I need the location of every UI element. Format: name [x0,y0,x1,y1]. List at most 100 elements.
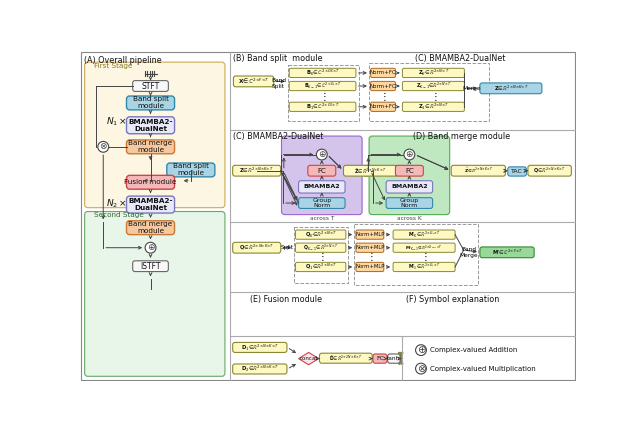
Circle shape [404,149,415,160]
Text: $\mathbf{Q}_1\!\in\!\mathbb{R}^{2\!\times\! N\!\times\! T}$: $\mathbf{Q}_1\!\in\!\mathbb{R}^{2\!\time… [305,262,337,272]
Text: $\vdots$: $\vdots$ [317,250,324,264]
FancyBboxPatch shape [371,68,396,77]
Circle shape [98,141,109,152]
Text: Second Stage: Second Stage [94,212,144,218]
Text: Complex-valued Addition: Complex-valued Addition [430,347,518,353]
Text: $\mathbf{Z}_1\!\in\!\mathbb{R}^{2\!\times\! N\!\times\! T}$: $\mathbf{Z}_1\!\in\!\mathbb{R}^{2\!\time… [418,102,449,112]
Text: BMAMBA2: BMAMBA2 [303,184,340,189]
Circle shape [316,149,327,160]
FancyBboxPatch shape [451,165,506,176]
Text: Band
Merge: Band Merge [460,247,478,258]
FancyBboxPatch shape [282,136,362,214]
Text: ⊕: ⊕ [417,345,426,355]
Text: ⊗: ⊗ [417,364,426,374]
Text: Norm+MLP: Norm+MLP [355,245,385,250]
Text: $\hat{\mathbf{Z}}\!\in\!\mathbb{R}^{2\!\times\! N\!\times\! K\!\times\! T}$: $\hat{\mathbf{Z}}\!\in\!\mathbb{R}^{2\!\… [355,166,387,175]
Text: (E) Fusion module: (E) Fusion module [250,295,323,304]
Text: FC: FC [317,168,326,174]
Text: $\mathbf{Z}\!\in\!\mathbb{R}^{2\!\times\! N\!\times\! K\!\times\! T}$: $\mathbf{Z}\!\in\!\mathbb{R}^{2\!\times\… [239,166,274,175]
Text: $\mathbf{M}'\!\in\!\mathbb{C}^{2\!\times\! F\!\times\! T}$: $\mathbf{M}'\!\in\!\mathbb{C}^{2\!\times… [492,248,522,257]
FancyBboxPatch shape [127,140,175,154]
FancyBboxPatch shape [233,364,287,374]
Polygon shape [298,352,319,365]
FancyBboxPatch shape [344,165,397,176]
FancyBboxPatch shape [308,165,336,176]
FancyBboxPatch shape [167,163,215,177]
FancyBboxPatch shape [396,165,423,176]
Text: ⊕: ⊕ [147,243,154,252]
Text: $\vdots$: $\vdots$ [429,90,437,103]
FancyBboxPatch shape [403,102,465,111]
FancyBboxPatch shape [393,262,455,272]
Text: $\vdots$: $\vdots$ [380,90,387,103]
FancyBboxPatch shape [356,243,384,253]
FancyBboxPatch shape [480,83,542,94]
Text: ISTFT: ISTFT [140,262,161,270]
FancyBboxPatch shape [234,76,274,87]
FancyBboxPatch shape [127,196,175,213]
FancyBboxPatch shape [127,117,175,134]
Text: ⊗: ⊗ [99,143,107,152]
FancyBboxPatch shape [369,136,450,214]
Text: ⊕: ⊕ [318,150,326,159]
Bar [355,224,478,285]
Text: $\mathbf{D}_2\!\in\!\mathbb{R}^{2\!\times\! N\!\times\! K\!\times\! T}$: $\mathbf{D}_2\!\in\!\mathbb{R}^{2\!\time… [241,364,278,374]
Text: $\hat{\mathbf{D}}\!\in\!\mathbb{R}^{2\!\times\! 2N\!\times\! K\!\times\! T}$: $\hat{\mathbf{D}}\!\in\!\mathbb{R}^{2\!\… [329,354,362,363]
Circle shape [145,242,156,253]
Text: Norm+MLP: Norm+MLP [355,232,385,237]
FancyBboxPatch shape [289,81,356,91]
FancyBboxPatch shape [289,102,356,111]
FancyBboxPatch shape [356,262,384,272]
Text: (C) BMAMBA2-DualNet: (C) BMAMBA2-DualNet [233,132,323,141]
Text: Split: Split [280,245,293,250]
Text: FC: FC [376,356,384,361]
Text: (F) Symbol explanation: (F) Symbol explanation [406,295,499,304]
Text: $\hat{\hat{\mathbf{Z}}}\!\in\!\mathbb{R}^{2\!\times\! N\!\times\! K\!\times\! T}: $\hat{\hat{\mathbf{Z}}}\!\in\!\mathbb{R}… [464,166,493,175]
Text: Band merge
module: Band merge module [129,140,173,153]
Text: $\mathbf{Z}_K\!\in\!\mathbb{R}^{2\!\times\! N\!\times\! T}$: $\mathbf{Z}_K\!\in\!\mathbb{R}^{2\!\time… [418,68,449,78]
FancyBboxPatch shape [296,262,346,272]
FancyBboxPatch shape [373,354,387,363]
Text: $\vdots$: $\vdots$ [366,250,374,264]
Text: $\vdots$: $\vdots$ [420,250,428,264]
Text: $\vdots$: $\vdots$ [319,90,326,103]
FancyBboxPatch shape [393,230,455,239]
Text: FC: FC [405,168,413,174]
FancyBboxPatch shape [233,342,287,352]
Text: $\mathbf{M}'_K\!\in\!\mathbb{R}^{2\!\times\! G_K\!\times\! T}$: $\mathbf{M}'_K\!\in\!\mathbb{R}^{2\!\tim… [408,229,440,240]
FancyBboxPatch shape [319,353,372,363]
Circle shape [415,363,426,374]
Text: Norm+FC: Norm+FC [370,104,396,109]
Text: (C) BMAMBA2-DualNet: (C) BMAMBA2-DualNet [415,54,505,63]
Text: $\mathbf{M}'_1\!\in\!\mathbb{R}^{2\!\times\! G_1\!\times\! T}$: $\mathbf{M}'_1\!\in\!\mathbb{R}^{2\!\tim… [408,262,440,272]
FancyBboxPatch shape [508,167,527,176]
Text: $N_1\times$: $N_1\times$ [106,115,127,128]
Text: $\mathbf{Z}\!\in\!\mathbb{R}^{2\!\times\! N\!\times\! K\!\times\! T}$: $\mathbf{Z}\!\in\!\mathbb{R}^{2\!\times\… [493,83,528,93]
Bar [288,65,359,121]
Text: Norm+MLP: Norm+MLP [355,265,385,270]
FancyBboxPatch shape [289,68,356,77]
Text: Fusion module: Fusion module [124,179,177,185]
Bar [294,227,348,283]
FancyBboxPatch shape [528,165,572,176]
Text: ⊕: ⊕ [406,150,413,159]
Text: Merge: Merge [462,86,481,91]
FancyBboxPatch shape [233,165,281,176]
FancyBboxPatch shape [386,198,433,208]
FancyBboxPatch shape [399,352,403,364]
Text: $N_2\times$: $N_2\times$ [106,198,127,210]
Text: Group
Norm: Group Norm [312,198,332,208]
Text: Norm+FC: Norm+FC [370,83,396,89]
FancyBboxPatch shape [386,181,433,193]
Text: across T: across T [310,216,334,221]
Text: concat: concat [300,356,318,361]
FancyBboxPatch shape [399,353,403,363]
Text: Complex-valued Multiplication: Complex-valued Multiplication [430,366,536,372]
FancyBboxPatch shape [296,230,346,239]
Text: $\mathbf{Q}\!\in\!\mathbb{R}^{2\!\times\! N\!\times\! K\!\times\! T}$: $\mathbf{Q}\!\in\!\mathbb{R}^{2\!\times\… [239,243,275,253]
Text: $\mathbf{B}_1\!\in\!\mathbb{C}^{2\!\times\! G_1\!\times\! T}$: $\mathbf{B}_1\!\in\!\mathbb{C}^{2\!\time… [306,102,339,112]
FancyBboxPatch shape [298,198,345,208]
FancyBboxPatch shape [84,211,225,376]
Text: Band
Split: Band Split [271,78,286,89]
Text: (A) Overall pipeline: (A) Overall pipeline [84,56,161,65]
